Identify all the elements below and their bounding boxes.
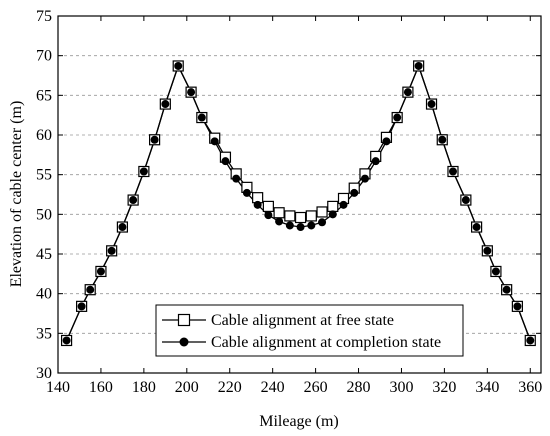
data-point-completion (526, 336, 535, 345)
x-tick-label: 360 (518, 379, 542, 396)
y-tick-label: 60 (36, 127, 52, 144)
data-point-completion (483, 246, 492, 255)
data-point-completion (461, 196, 470, 205)
data-point-completion (448, 167, 457, 176)
y-tick-label: 70 (36, 48, 52, 65)
tick-labels: 30 35 40 45 50 55 60 65 70 75 140 160 180 200 220 240 26… (36, 8, 542, 396)
data-point-completion (242, 188, 251, 197)
x-tick-label: 160 (89, 379, 113, 396)
data-point-completion (150, 135, 159, 144)
data-point-free (316, 206, 328, 218)
data-point-completion (232, 174, 241, 183)
data-point-completion (360, 174, 369, 183)
data-point-completion (414, 61, 423, 70)
data-point-completion (318, 218, 327, 227)
x-tick-label: 260 (304, 379, 328, 396)
data-point-free (327, 200, 339, 212)
y-tick-label: 55 (36, 167, 52, 184)
legend-label-completion: Cable alignment at completion state (211, 334, 441, 351)
data-point-completion (275, 217, 284, 226)
x-tick-label: 240 (261, 379, 285, 396)
y-tick-label: 45 (36, 246, 52, 263)
y-tick-label: 35 (36, 325, 52, 342)
x-tick-label: 320 (432, 379, 456, 396)
data-point-completion (472, 223, 481, 232)
legend-marker-completion (179, 337, 189, 347)
y-tick-label: 50 (36, 206, 52, 223)
data-point-completion (221, 157, 230, 166)
x-tick-label: 340 (475, 379, 499, 396)
y-tick-label: 65 (36, 87, 52, 104)
data-point-free (294, 211, 307, 224)
x-tick-label: 280 (347, 379, 371, 396)
x-tick-label: 180 (132, 379, 156, 396)
data-point-completion (371, 157, 380, 166)
data-point-free (305, 210, 317, 222)
data-point-completion (438, 135, 447, 144)
data-point-completion (86, 285, 95, 294)
data-point-completion (307, 221, 316, 230)
data-point-completion (62, 336, 71, 345)
plot-frame (57, 15, 542, 374)
legend-label-free: Cable alignment at free state (211, 312, 394, 329)
data-point-completion (197, 113, 206, 122)
data-point-completion (139, 167, 148, 176)
data-point-completion (502, 285, 511, 294)
data-point-completion (77, 302, 86, 311)
y-tick-label: 30 (36, 365, 52, 382)
y-tick-label: 75 (36, 8, 52, 25)
data-point-completion (382, 137, 391, 146)
data-point-completion (107, 246, 116, 255)
data-point-completion (427, 100, 436, 109)
data-point-completion (350, 188, 359, 197)
y-tick-label: 40 (36, 286, 52, 303)
x-tick-label: 220 (218, 379, 242, 396)
data-point-free (273, 207, 285, 219)
data-point-free (262, 200, 274, 212)
legend: Cable alignment at free state Cable alig… (155, 304, 464, 357)
legend-box (155, 304, 464, 357)
data-point-completion (161, 100, 170, 109)
data-point-completion (393, 113, 402, 122)
data-point-completion (339, 200, 348, 209)
data-point-completion (491, 267, 500, 276)
data-point-free (284, 210, 296, 222)
data-point-completion (296, 223, 305, 232)
data-point-completion (513, 302, 522, 311)
data-point-completion (264, 211, 273, 220)
x-tick-label: 300 (389, 379, 413, 396)
legend-marker-free (177, 313, 191, 327)
y-axis-title: Elevation of cable center (m) (8, 101, 25, 288)
x-axis-title: Mileage (m) (259, 413, 339, 430)
data-point-completion (174, 61, 183, 70)
data-point-completion (253, 200, 262, 209)
data-point-completion (118, 223, 127, 232)
x-tick-label: 140 (46, 379, 70, 396)
x-tick-label: 200 (175, 379, 199, 396)
data-point-completion (403, 88, 412, 97)
data-point-completion (129, 196, 138, 205)
data-point-completion (285, 221, 294, 230)
data-point-completion (328, 210, 337, 219)
data-point-completion (210, 137, 219, 146)
series-markers (60, 60, 536, 347)
data-point-completion (96, 267, 105, 276)
data-point-completion (187, 88, 196, 97)
axis-ticks (57, 15, 541, 374)
